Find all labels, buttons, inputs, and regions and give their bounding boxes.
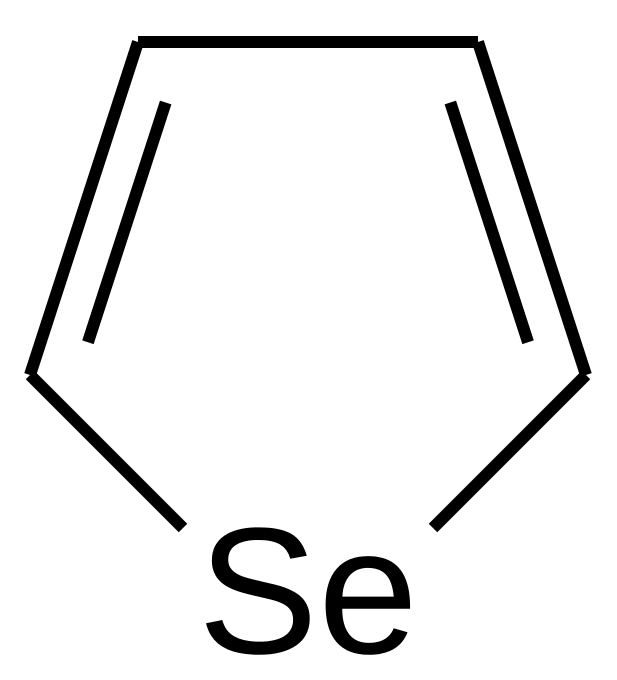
bond-line (450, 103, 528, 343)
bond-line (433, 375, 586, 528)
molecule-canvas: Se (0, 0, 617, 680)
bond-line (88, 103, 166, 343)
bond-line (30, 375, 183, 528)
bond-line (30, 42, 138, 375)
bond-line (478, 42, 586, 375)
atom-label-se: Se (198, 491, 418, 680)
